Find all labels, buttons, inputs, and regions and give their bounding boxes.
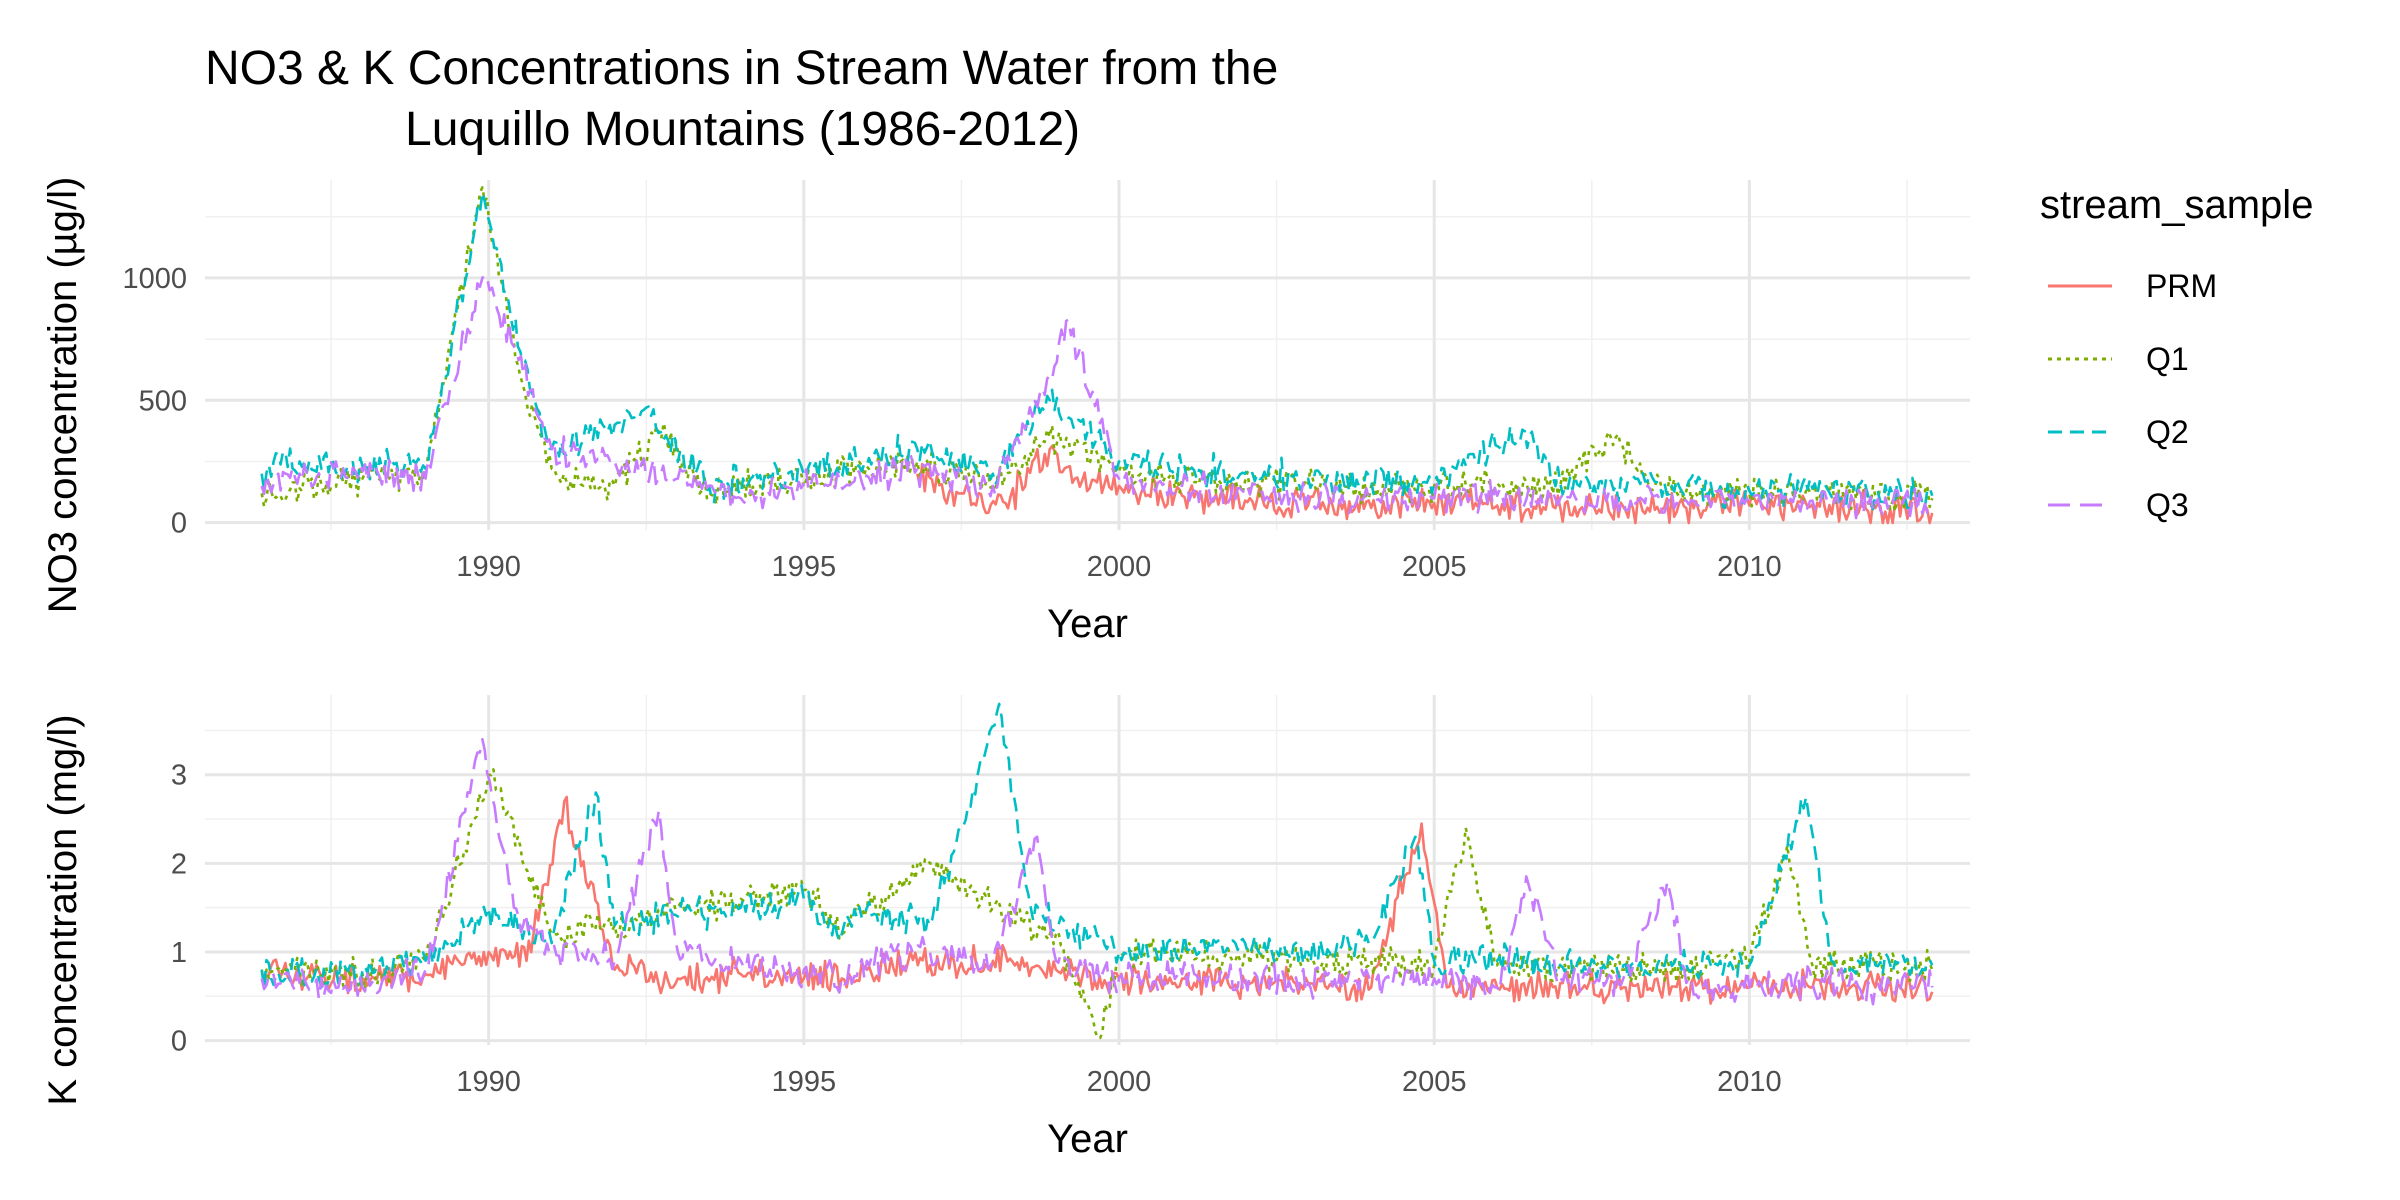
x-axis-title: Year [1047, 602, 1128, 646]
x-tick-label: 2005 [1402, 551, 1467, 583]
chart-title: NO3 & K Concentrations in Stream Water f… [205, 42, 1278, 156]
legend-label: Q1 [2146, 341, 2189, 377]
y-tick-label: 2 [171, 848, 187, 880]
y-tick-label: 1000 [122, 263, 187, 295]
series-line-q1 [260, 186, 1934, 513]
panel-1: 1990 1995 2000 2005 2010 0 500 1000 Year NO3 conc… [41, 177, 1970, 646]
series-line-q2 [260, 702, 1934, 990]
x-tick-label: 1990 [456, 551, 521, 583]
legend-item-q3: Q3 [2048, 487, 2189, 523]
legend-item-q2: Q2 [2048, 414, 2189, 450]
x-tick-label: 1995 [772, 551, 837, 583]
series-line-q2 [260, 190, 1934, 511]
x-tick-label: 2010 [1717, 1066, 1782, 1098]
series-line-q3 [260, 273, 1934, 520]
legend-label: PRM [2146, 268, 2217, 304]
series-line-q3 [260, 738, 1934, 1007]
y-tick-label: 3 [171, 760, 187, 792]
y-axis-title: K concentration (mg/l) [41, 714, 85, 1105]
y-tick-label: 0 [171, 1026, 187, 1058]
x-axis-title: Year [1047, 1117, 1128, 1161]
x-tick-label: 2000 [1087, 1066, 1152, 1098]
x-tick-label: 1990 [456, 1066, 521, 1098]
x-tick-label: 2005 [1402, 1066, 1467, 1098]
series-group [260, 186, 1934, 525]
title-line-1: NO3 & K Concentrations in Stream Water f… [205, 42, 1278, 95]
panel-2: 1990 1995 2000 2005 2010 0 1 2 3 Year K concentrat… [41, 695, 1970, 1161]
y-axis-title: NO3 concentration (µg/l) [41, 177, 85, 614]
title-line-2: Luquillo Mountains (1986-2012) [405, 103, 1080, 156]
legend-item-prm: PRM [2048, 268, 2217, 304]
legend-label: Q2 [2146, 414, 2189, 450]
series-line-q1 [260, 768, 1934, 1040]
grid [205, 180, 1970, 530]
legend: stream_sample PRM Q1 Q2 Q3 [2040, 183, 2313, 523]
panels: 1990 1995 2000 2005 2010 0 500 1000 Year NO3 conc… [41, 177, 1970, 1161]
legend-item-q1: Q1 [2048, 341, 2189, 377]
y-tick-label: 0 [171, 508, 187, 540]
y-tick-label: 1 [171, 937, 187, 969]
grid [205, 695, 1970, 1045]
series-group [260, 702, 1934, 1040]
x-tick-label: 2000 [1087, 551, 1152, 583]
legend-title: stream_sample [2040, 183, 2313, 227]
legend-label: Q3 [2146, 487, 2189, 523]
x-tick-label: 1995 [772, 1066, 837, 1098]
y-tick-label: 500 [139, 385, 187, 417]
x-tick-label: 2010 [1717, 551, 1782, 583]
series-line-prm [916, 444, 1934, 525]
